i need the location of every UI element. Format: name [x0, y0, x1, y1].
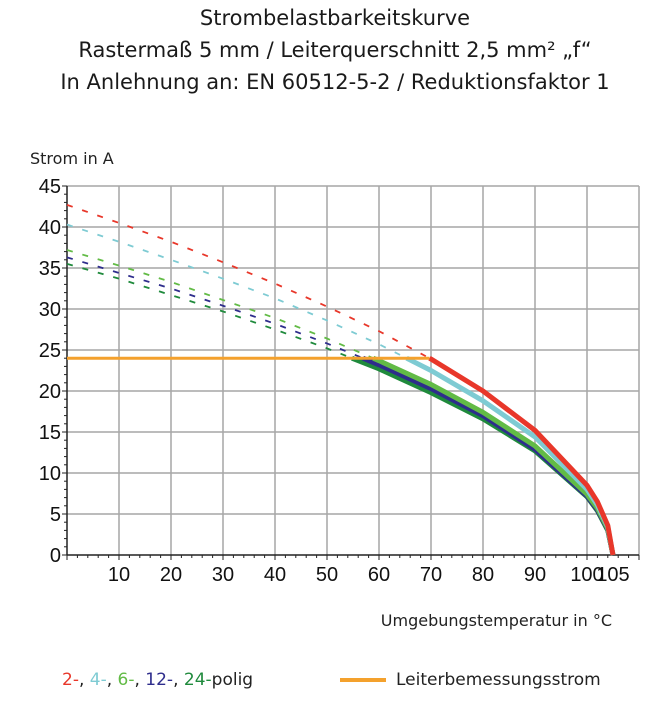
- x-tick-label: 70: [420, 564, 442, 586]
- x-tick-label: 100: [570, 564, 603, 586]
- legend-item-24: 24-: [183, 670, 212, 690]
- series-12-extrapolated-line: [66, 256, 364, 360]
- y-tick-label: 45: [39, 176, 61, 198]
- legend-item-12: 12-: [145, 670, 174, 690]
- y-tick-label: 35: [39, 258, 61, 280]
- x-tick-label: 60: [368, 564, 390, 586]
- legend-swatch-rated-current: [340, 678, 386, 682]
- rated-current-legend: Leiterbemessungsstrom: [340, 670, 601, 690]
- y-axis-label: Strom in A: [30, 149, 114, 168]
- y-tick-label: 0: [50, 545, 61, 567]
- y-tick-label: 25: [39, 340, 61, 362]
- x-tick-label: 40: [264, 564, 286, 586]
- x-tick-label: 80: [472, 564, 494, 586]
- legend-label-rated-current: Leiterbemessungsstrom: [396, 670, 601, 690]
- series-2-line: [428, 355, 616, 556]
- x-tick-label: 105: [596, 564, 629, 586]
- legend-separator: ,: [106, 670, 118, 690]
- x-tick-label: 30: [212, 564, 234, 586]
- series-24-extrapolated-line: [66, 263, 353, 360]
- y-tick-label: 20: [39, 381, 61, 403]
- x-tick-label: 20: [160, 564, 182, 586]
- x-axis-label: Umgebungstemperatur in °C: [381, 611, 612, 630]
- y-tick-label: 10: [39, 463, 61, 485]
- y-tick-label: 40: [39, 217, 61, 239]
- series-6-line: [372, 355, 616, 556]
- series-12-line: [362, 355, 616, 556]
- legend-item-4: 4-: [89, 670, 107, 690]
- chart-subtitle: Rastermaß 5 mm / Leiterquerschnitt 2,5 m…: [78, 38, 592, 62]
- legend-item-2: 2-: [62, 670, 79, 690]
- x-tick-label: 50: [316, 564, 338, 586]
- legend-separator: ,: [173, 670, 184, 690]
- y-tick-label: 5: [50, 504, 61, 526]
- legend-separator: ,: [134, 670, 146, 690]
- series-legend: 2-, 4-, 6-, 12-, 24-polig: [62, 670, 253, 690]
- x-tick-label: 90: [524, 564, 546, 586]
- x-tick-label: 10: [108, 564, 130, 586]
- y-tick-label: 15: [39, 422, 61, 444]
- series-6-extrapolated-line: [66, 249, 374, 360]
- y-tick-label: 30: [39, 299, 61, 321]
- series-2-extrapolated-line: [66, 204, 430, 359]
- series-4-extrapolated-line: [66, 223, 408, 360]
- legend-separator: ,: [78, 670, 90, 690]
- legend-item-6: 6-: [117, 670, 135, 690]
- chart-title: Strombelastbarkeitskurve: [199, 6, 471, 30]
- chart-subtitle-2: In Anlehnung an: EN 60512-5-2 / Reduktio…: [60, 70, 610, 94]
- legend-suffix: polig: [211, 670, 254, 690]
